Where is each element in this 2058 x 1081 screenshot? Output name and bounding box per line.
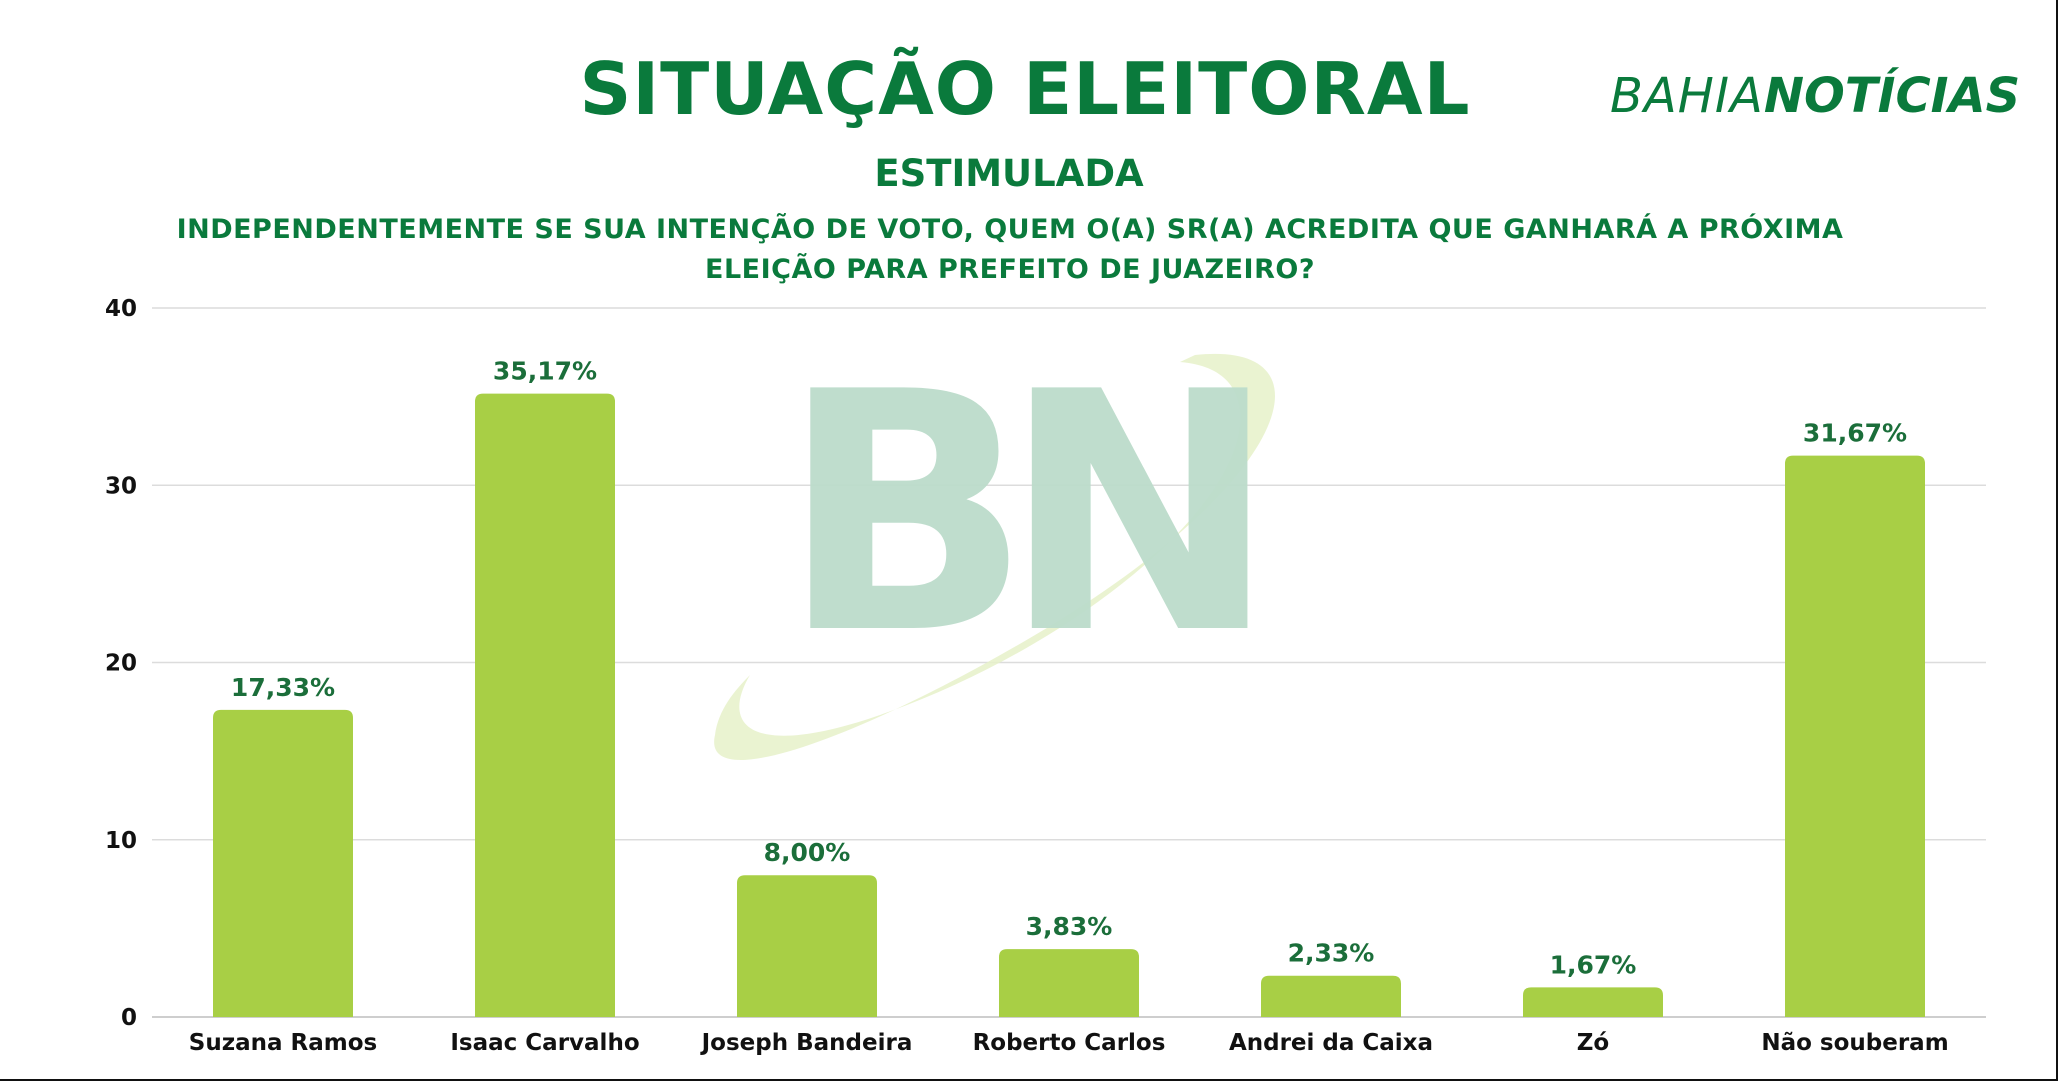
chart-data-labels: 17,33% 35,17% 8,00% 3,83% 2,33% 1,67% 31,67% bbox=[231, 357, 1907, 980]
category-label-1: Isaac Carvalho bbox=[450, 1030, 639, 1056]
category-label-3: Roberto Carlos bbox=[973, 1030, 1166, 1056]
chart-subtitle: ESTIMULADA bbox=[874, 152, 1144, 195]
bar-3 bbox=[999, 949, 1139, 1017]
bar-1 bbox=[475, 393, 615, 1017]
category-label-4: Andrei da Caixa bbox=[1229, 1030, 1433, 1056]
bar-6 bbox=[1785, 455, 1925, 1017]
brand-logo-part1: BAHIA bbox=[1610, 68, 1764, 124]
data-label-6: 31,67% bbox=[1803, 419, 1907, 448]
page-title: SITUAÇÃO ELEITORAL bbox=[579, 47, 1471, 131]
category-label-6: Não souberam bbox=[1761, 1030, 1948, 1056]
chart-gridlines bbox=[152, 307, 1986, 1018]
y-tick-label: 40 bbox=[105, 296, 137, 322]
data-label-5: 1,67% bbox=[1550, 950, 1637, 979]
data-label-2: 8,00% bbox=[764, 838, 851, 867]
y-tick-label: 0 bbox=[121, 1005, 137, 1031]
category-label-2: Joseph Bandeira bbox=[700, 1030, 913, 1056]
y-tick-label: 10 bbox=[105, 828, 137, 854]
bn-watermark: BN bbox=[714, 322, 1279, 761]
data-label-1: 35,17% bbox=[493, 357, 597, 386]
watermark-letters: BN bbox=[780, 322, 1249, 706]
y-tick-label: 20 bbox=[105, 651, 137, 677]
data-label-3: 3,83% bbox=[1026, 912, 1113, 941]
bar-5 bbox=[1523, 987, 1663, 1017]
bar-0 bbox=[213, 709, 353, 1017]
x-axis-categories: Suzana Ramos Isaac Carvalho Joseph Bandeir… bbox=[189, 1030, 1949, 1056]
chart-bars bbox=[213, 393, 1925, 1017]
bar-4 bbox=[1261, 975, 1401, 1017]
bar-2 bbox=[737, 875, 877, 1017]
brand-logo-part2: NOTÍCIAS bbox=[1763, 68, 2021, 124]
data-label-0: 17,33% bbox=[231, 673, 335, 702]
y-tick-label: 30 bbox=[105, 473, 137, 499]
data-label-4: 2,33% bbox=[1288, 939, 1375, 968]
brand-logo: BAHIANOTÍCIAS bbox=[1610, 66, 2020, 126]
y-axis-ticks: 0 10 20 30 40 bbox=[105, 296, 137, 1031]
category-label-0: Suzana Ramos bbox=[189, 1030, 377, 1056]
survey-question: INDEPENDENTEMENTE SE SUA INTENÇÃO DE VOT… bbox=[176, 214, 1844, 285]
category-label-5: Zó bbox=[1577, 1030, 1609, 1056]
